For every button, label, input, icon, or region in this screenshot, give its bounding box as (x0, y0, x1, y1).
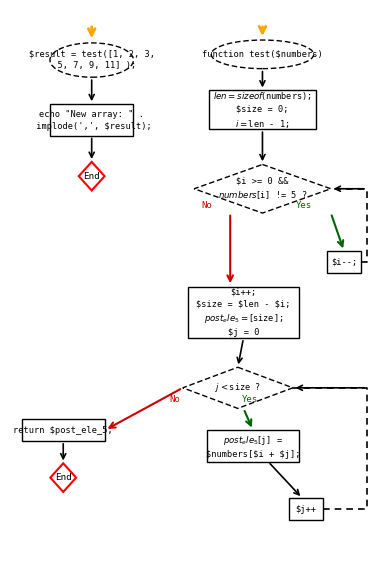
Ellipse shape (211, 40, 314, 69)
Text: $result = test([1, 2, 3,
  5, 7, 9, 11] );: $result = test([1, 2, 3, 5, 7, 9, 11] ); (29, 50, 155, 70)
Text: $j < $size ?: $j < $size ? (215, 382, 261, 394)
Bar (22, 419, 105, 441)
Text: End: End (55, 473, 72, 482)
Bar (289, 498, 323, 520)
Bar (50, 104, 133, 136)
Text: No: No (201, 201, 212, 209)
Text: return $post_ele_5;: return $post_ele_5; (13, 426, 113, 435)
Polygon shape (79, 162, 105, 190)
Text: End: End (83, 172, 100, 181)
Ellipse shape (50, 43, 133, 77)
Bar (209, 90, 316, 129)
Polygon shape (50, 463, 76, 492)
Bar (327, 251, 361, 273)
Bar (188, 287, 299, 338)
Text: function test($numbers): function test($numbers) (202, 50, 323, 59)
Text: $len = sizeof($numbers);
$size = 0;
$i = $len - 1;: $len = sizeof($numbers); $size = 0; $i =… (213, 90, 312, 129)
Bar (207, 430, 298, 462)
Text: echo "New array: " .
 implode(',', $result);: echo "New array: " . implode(',', $resul… (31, 110, 152, 130)
Text: Yes: Yes (295, 201, 311, 209)
Text: Yes: Yes (242, 395, 258, 403)
Text: $i++;
$size = $len - $i;
$post_ele_5 = [$size];
$j = 0: $i++; $size = $len - $i; $post_ele_5 = [… (196, 288, 291, 337)
Polygon shape (183, 367, 293, 408)
Text: $post_ele_5[$j] =
$numbers[$i + $j];: $post_ele_5[$j] = $numbers[$i + $j]; (206, 434, 300, 459)
Text: $i >= 0 &&
$numbers[$i] != 5 ?: $i >= 0 && $numbers[$i] != 5 ? (218, 177, 307, 201)
Text: No: No (170, 395, 181, 403)
Text: $i--;: $i--; (331, 257, 357, 267)
Text: $j++: $j++ (296, 505, 317, 514)
Polygon shape (194, 165, 331, 213)
